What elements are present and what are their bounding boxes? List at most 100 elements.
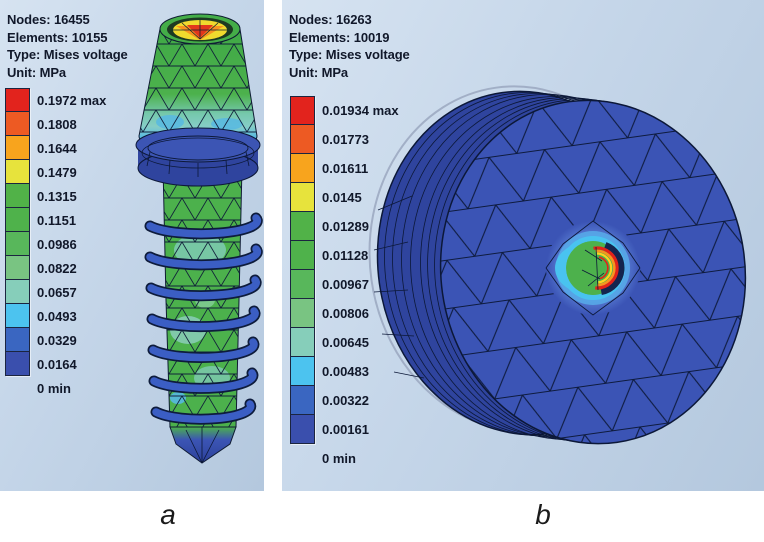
legend-swatch: [290, 328, 315, 357]
stress-concentration: [545, 220, 641, 316]
implant-tip: [169, 426, 237, 464]
stress-legend: 0.1972 max 0.1808 0.1644 0.1479 0.1315 0.1151…: [5, 88, 106, 400]
info-nodes: Nodes: 16455: [7, 12, 90, 27]
legend-entry: 0.0822: [5, 256, 106, 280]
legend-value: 0.1972 max: [37, 92, 107, 108]
legend-value: 0.00806: [322, 306, 369, 321]
legend-value: 0.0986: [37, 236, 77, 252]
legend-entry: 0.01128: [290, 241, 399, 270]
legend-value: 0.0657: [37, 284, 77, 300]
implant-threads: [144, 212, 263, 425]
legend-entry: 0.01611: [290, 154, 399, 183]
legend-swatch: [290, 125, 315, 154]
model-info: Nodes: 16455 Elements: 10155 Type: Mises…: [7, 11, 128, 81]
implant-model: [135, 13, 263, 464]
legend-swatch: [5, 256, 30, 280]
legend-swatch: [5, 304, 30, 328]
implant-abutment: [138, 28, 258, 155]
legend-value: 0.0329: [37, 332, 77, 348]
info-unit: Unit: MPa: [289, 64, 349, 80]
bone-block-model: [368, 85, 747, 445]
legend-value: 0.1644: [37, 140, 77, 156]
legend-swatch: [290, 386, 315, 415]
panel-implant: Nodes: 16455 Elements: 10155 Type: Mises…: [0, 0, 264, 491]
legend-swatch: [290, 241, 315, 270]
info-unit: Unit: MPa: [7, 64, 67, 80]
info-elements: Elements: 10155: [7, 29, 108, 45]
legend-swatch: [5, 88, 30, 112]
legend-swatch: [290, 415, 315, 444]
legend-swatch: [290, 299, 315, 328]
legend-value: 0.00322: [322, 393, 369, 408]
legend-swatch: [290, 183, 315, 212]
legend-entry: 0.01289: [290, 212, 399, 241]
legend-entry: 0.0164: [5, 352, 106, 376]
legend-value: 0.0822: [37, 260, 77, 276]
legend-swatch: [5, 328, 30, 352]
legend-entry: 0.00161: [290, 415, 399, 444]
legend-value: 0.0145: [322, 190, 362, 205]
legend-swatch: [290, 96, 315, 125]
legend-entry: 0.1151: [5, 208, 106, 232]
legend-swatch: [5, 184, 30, 208]
legend-swatch: [5, 352, 30, 376]
legend-value: 0.1808: [37, 116, 77, 132]
info-type: Type: Mises voltage: [289, 47, 410, 62]
legend-swatch: [5, 280, 30, 304]
legend-value: 0.01611: [322, 161, 369, 176]
legend-entry: 0.00806: [290, 299, 399, 328]
legend-value: 0.00483: [322, 364, 369, 379]
legend-entry: 0.1644: [5, 136, 106, 160]
legend-value: 0.0164: [37, 356, 77, 372]
legend-value: 0.1479: [37, 164, 77, 180]
legend-swatch: [290, 270, 315, 299]
legend-value: 0.01934 max: [322, 103, 399, 118]
legend-swatch: [5, 160, 30, 184]
caption-b: b: [535, 499, 551, 530]
legend-value: 0.01289: [322, 219, 369, 234]
legend-entry: 0.01773: [290, 125, 399, 154]
legend-entry: 0.00967: [290, 270, 399, 299]
legend-entry: 0.1479: [5, 160, 106, 184]
legend-entry: 0.0493: [5, 304, 106, 328]
implant-top-face: [159, 13, 241, 45]
legend-value: 0.0493: [37, 308, 77, 324]
legend-min-label: 0 min: [37, 380, 71, 396]
legend-entry: 0.00645: [290, 328, 399, 357]
legend-min-row: 0 min: [5, 376, 106, 400]
legend-swatch: [5, 232, 30, 256]
legend-entry: 0.1315: [5, 184, 106, 208]
legend-min-label: 0 min: [322, 451, 356, 466]
legend-swatch: [290, 154, 315, 183]
legend-entry: 0.01934 max: [290, 96, 399, 125]
legend-swatch: [290, 357, 315, 386]
info-type: Type: Mises voltage: [7, 47, 128, 62]
legend-entry: 0.1808: [5, 112, 106, 136]
legend-value: 0.00967: [322, 277, 369, 292]
legend-value: 0.01128: [322, 248, 369, 263]
legend-swatch: [5, 136, 30, 160]
caption-a: a: [160, 499, 176, 530]
legend-entry: 0.0657: [5, 280, 106, 304]
legend-value: 0.01773: [322, 132, 369, 147]
legend-entry: 0.0986: [5, 232, 106, 256]
panel-bone-block: Nodes: 16263 Elements: 10019 Type: Mises…: [282, 0, 764, 491]
info-nodes: Nodes: 16263: [289, 12, 372, 27]
legend-min-row: 0 min: [290, 444, 399, 473]
legend-entry: 0.00322: [290, 386, 399, 415]
implant-flange: [135, 127, 261, 187]
legend-swatch: [290, 212, 315, 241]
legend-entry: 0.1972 max: [5, 88, 106, 112]
model-info: Nodes: 16263 Elements: 10019 Type: Mises…: [289, 11, 410, 81]
legend-value: 0.1151: [37, 212, 77, 228]
stress-legend: 0.01934 max 0.01773 0.01611 0.0145 0.01289 0.…: [290, 96, 399, 473]
legend-value: 0.00645: [322, 335, 369, 350]
legend-entry: 0.0329: [5, 328, 106, 352]
legend-entry: 0.0145: [290, 183, 399, 212]
legend-value: 0.1315: [37, 188, 77, 204]
legend-swatch: [5, 112, 30, 136]
legend-swatch: [5, 208, 30, 232]
info-elements: Elements: 10019: [289, 29, 390, 45]
legend-value: 0.00161: [322, 422, 369, 437]
legend-entry: 0.00483: [290, 357, 399, 386]
